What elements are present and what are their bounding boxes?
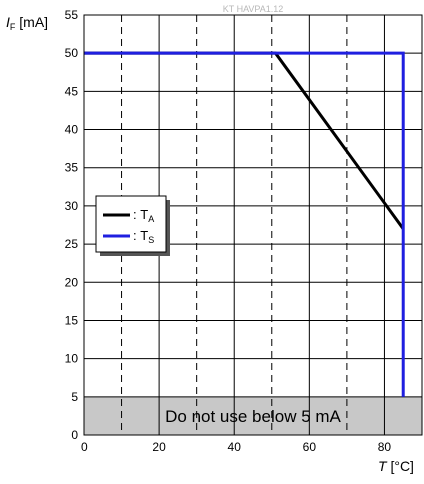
y-tick-label: 25	[65, 237, 79, 251]
legend-ts-sub: S	[148, 235, 154, 245]
y-tick-label: 30	[65, 199, 79, 213]
y-tick-label: 15	[65, 313, 79, 327]
y-tick-label: 40	[65, 123, 79, 137]
y-tick-label: 45	[65, 84, 79, 98]
y-tick-label: 50	[65, 46, 79, 60]
legend-box	[95, 195, 167, 253]
y-axis-unit: [mA]	[15, 14, 48, 30]
x-axis-label: T [°C]	[378, 458, 414, 474]
legend-ta-name: T	[140, 207, 148, 222]
legend-ta-sub: A	[148, 214, 154, 224]
y-axis-symbol: I	[6, 14, 10, 30]
x-tick-label: 40	[228, 440, 242, 454]
legend-ts-name: T	[140, 228, 148, 243]
legend: : TA : TS	[95, 195, 170, 256]
y-tick-label: 55	[65, 8, 79, 22]
x-tick-label: 20	[152, 440, 166, 454]
band-label: Do not use below 5 mA	[165, 407, 341, 426]
y-tick-label: 0	[71, 428, 78, 442]
tick-labels: 0 5 10 15 20 25 30 35 40 45 50 55 0 20 40 60 80	[65, 8, 392, 454]
x-tick-label: 60	[303, 440, 317, 454]
y-axis-subscript: F	[10, 22, 16, 32]
x-tick-label: 80	[378, 440, 392, 454]
y-tick-label: 20	[65, 275, 79, 289]
y-tick-label: 35	[65, 161, 79, 175]
y-tick-label: 10	[65, 352, 79, 366]
y-tick-label: 5	[71, 390, 78, 404]
do-not-use-band	[84, 396, 422, 435]
series-group	[84, 51, 405, 397]
series-line-ts	[84, 51, 405, 397]
y-axis-label: IF [mA]	[6, 14, 48, 32]
plot-frame	[83, 14, 423, 436]
x-axis-symbol: T	[378, 458, 388, 474]
x-tick-label: 0	[81, 440, 88, 454]
x-axis-unit: [°C]	[387, 458, 414, 474]
watermark: KT HAVPA1.12	[223, 4, 284, 14]
